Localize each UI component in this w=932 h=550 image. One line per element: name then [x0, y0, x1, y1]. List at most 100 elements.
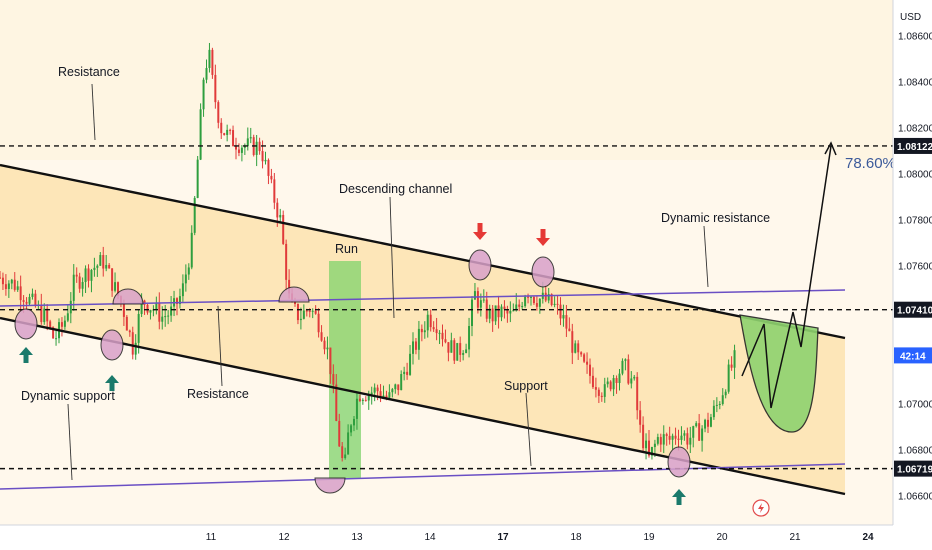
price-tick-label: 1.07600 [898, 262, 932, 273]
candle-body [122, 303, 125, 317]
candle-body [158, 302, 161, 322]
price-ticks: 1.08600 1.08400 1.08200 1.08000 1.07800 1.076… [898, 32, 932, 503]
candle-body [591, 375, 594, 388]
candle-body [583, 354, 586, 362]
candle-body [527, 296, 530, 298]
candle-body [285, 243, 288, 280]
lightning-icon[interactable] [752, 499, 770, 517]
candle-body [105, 264, 108, 269]
candle-body [665, 434, 668, 436]
candle-body [530, 296, 532, 298]
candle-body [7, 283, 10, 289]
projection-path [741, 145, 832, 409]
candle-body [650, 447, 653, 456]
candle-body [417, 328, 420, 350]
down-arrow-icon [536, 229, 550, 246]
candle-body [642, 424, 645, 449]
candle-body [550, 294, 553, 305]
candle-body [335, 384, 338, 421]
candle-body [237, 149, 240, 153]
candle-body [677, 438, 680, 440]
candle-body [155, 302, 158, 310]
candle-body [211, 49, 214, 75]
candle-body [412, 341, 414, 354]
candle-body [208, 49, 211, 68]
candle-body [270, 175, 273, 180]
candle-body [128, 330, 131, 333]
target-percent-label: 78.60% [845, 155, 896, 172]
candle-body [615, 378, 618, 383]
candle-body [471, 299, 473, 327]
candle-body [367, 394, 370, 401]
candle-body [538, 298, 541, 307]
price-tick-label: 1.06800 [898, 446, 932, 457]
price-tick-label: 1.07000 [898, 400, 932, 411]
candle-body [249, 137, 252, 139]
candle-body [108, 264, 111, 269]
candle-body [376, 387, 379, 392]
candle-body [344, 454, 347, 459]
candle-body [146, 304, 149, 313]
level-tags: 1.08122 1.07410 1.06719 42:14 [894, 137, 932, 477]
candle-body [347, 432, 350, 455]
candle-body [597, 389, 600, 396]
pointer-line [525, 392, 532, 467]
candle-body [580, 352, 583, 355]
candle-body [656, 437, 659, 444]
price-tick-label: 1.08600 [898, 32, 932, 43]
candle-body [314, 310, 317, 314]
candle-body [240, 147, 243, 153]
candle-body [43, 308, 46, 323]
candle-body [90, 269, 93, 281]
candle-body [450, 340, 453, 353]
candle-body [512, 310, 515, 312]
time-axis[interactable] [0, 525, 932, 550]
candle-body [78, 276, 81, 289]
candle-body [447, 342, 450, 353]
candle-body [695, 423, 698, 427]
candle-body [509, 310, 512, 314]
date-tick-label: 24 [862, 532, 874, 543]
candle-body [226, 129, 229, 135]
candle-body [709, 417, 712, 427]
candle-body [704, 419, 707, 429]
candle-body [444, 339, 447, 343]
candle-body [403, 371, 406, 375]
candle-body [164, 316, 167, 318]
candle-body [305, 310, 308, 312]
date-tick-label: 21 [789, 532, 801, 543]
price-axis[interactable] [893, 0, 932, 525]
candle-body [184, 274, 187, 284]
candle-body [394, 384, 397, 390]
candle-body [674, 435, 677, 439]
date-tick-label: 13 [351, 532, 363, 543]
candle-body [282, 214, 285, 244]
candle-body [220, 122, 223, 134]
candle-body [69, 300, 72, 314]
candle-body [296, 303, 299, 321]
candle-body [96, 265, 99, 268]
candle-body [715, 404, 718, 406]
candle-body [190, 232, 193, 268]
candle-body [326, 347, 329, 350]
dynamic-support-label: Dynamic support [21, 389, 115, 403]
candle-body [93, 267, 96, 270]
candle-body [273, 179, 276, 203]
candle-body [653, 443, 656, 448]
candle-body [264, 159, 267, 162]
candle-body [712, 405, 715, 418]
date-tick-label: 20 [716, 532, 728, 543]
candle-body [556, 303, 559, 305]
candle-body [167, 315, 170, 317]
candle-body [81, 282, 84, 289]
touch-marker [112, 288, 144, 305]
candle-body [161, 316, 164, 322]
support-label: Support [504, 379, 548, 393]
candle-body [491, 308, 494, 322]
candle-body [671, 435, 674, 440]
top-band [0, 0, 893, 160]
price-tag [894, 460, 932, 477]
candle-body [217, 102, 220, 123]
touch-marker [314, 477, 346, 494]
